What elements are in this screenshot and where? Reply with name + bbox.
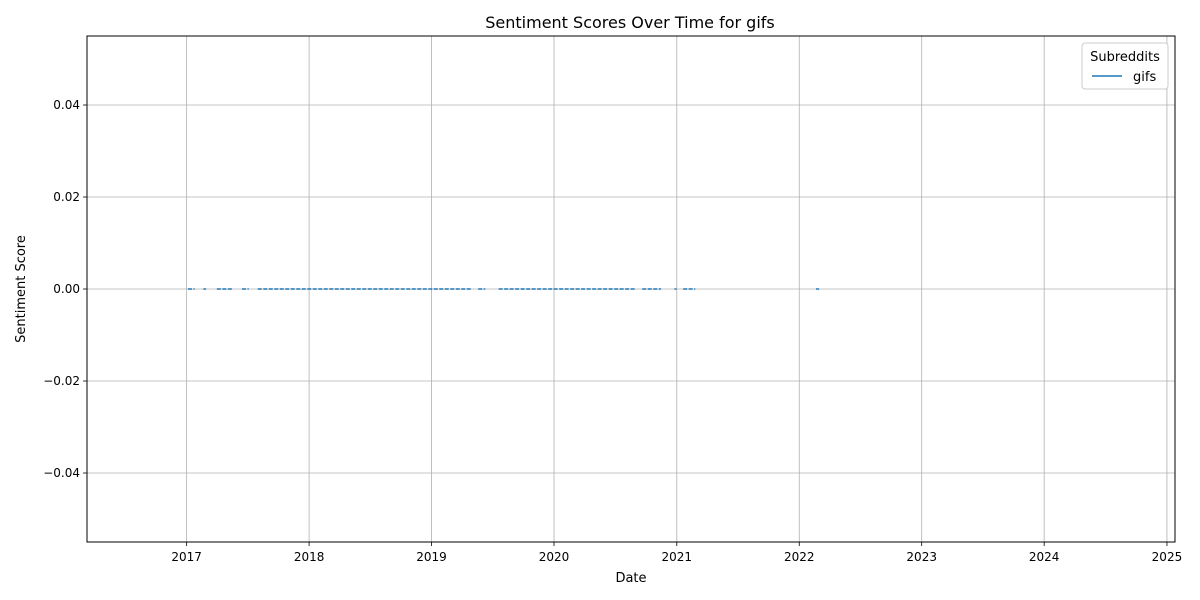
y-axis-label: Sentiment Score	[14, 235, 29, 343]
x-tick-label: 2021	[662, 550, 693, 564]
x-axis-label: Date	[615, 571, 646, 586]
x-tick-label: 2020	[539, 550, 570, 564]
legend-title: Subreddits	[1090, 50, 1160, 65]
y-tick-label: 0.02	[53, 190, 80, 204]
y-tick-label: −0.02	[43, 374, 80, 388]
x-tick-label: 2018	[294, 550, 325, 564]
y-axis-ticks: −0.04 −0.02 0.00 0.02 0.04	[43, 98, 87, 480]
y-tick-label: −0.04	[43, 466, 80, 480]
y-tick-label: 0.04	[53, 98, 80, 112]
grid-lines	[87, 36, 1175, 542]
x-tick-label: 2022	[784, 550, 815, 564]
x-tick-label: 2024	[1029, 550, 1060, 564]
x-tick-label: 2025	[1152, 550, 1183, 564]
x-axis-ticks: 2017 2018 2019 2020 2021 2022 2023 2024 2025	[171, 542, 1182, 564]
legend-entry-gifs: gifs	[1133, 70, 1156, 85]
y-tick-label: 0.00	[53, 282, 80, 296]
x-tick-label: 2019	[416, 550, 447, 564]
legend: Subreddits gifs	[1081, 42, 1169, 90]
x-tick-label: 2017	[171, 550, 202, 564]
legend-box	[1081, 42, 1169, 90]
x-tick-label: 2023	[906, 550, 937, 564]
chart-title: Sentiment Scores Over Time for gifs	[485, 13, 775, 32]
